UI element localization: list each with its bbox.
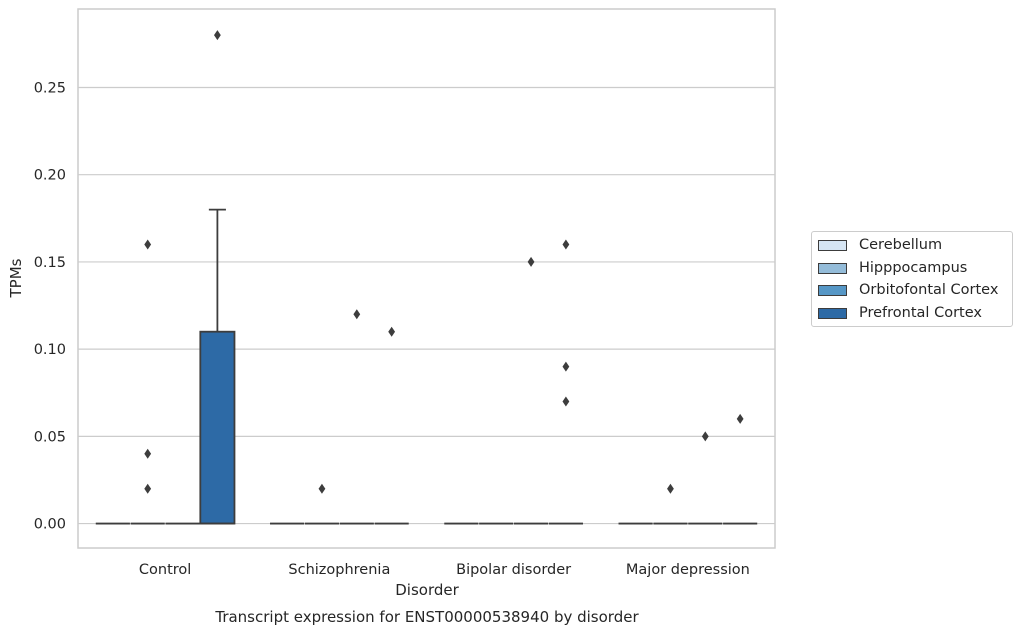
chart-legend: Cerebellum Hipppocampus Orbitofontal Cor… [811, 231, 1013, 327]
legend-swatch-prefrontal-cortex [818, 307, 847, 319]
legend-swatch-orbitofrontal-cortex [818, 284, 847, 296]
chart-caption: Transcript expression for ENST0000053894… [214, 608, 639, 626]
outlier-bipolar-disorder-prefrontal-cortex-0 [562, 396, 570, 407]
y-tick-label-2: 0.10 [34, 342, 66, 358]
outlier-schizophrenia-orbitofontal-cortex-0 [353, 309, 361, 320]
y-axis-label: TPMs [7, 258, 25, 298]
outlier-major-depression-orbitofontal-cortex-0 [701, 431, 709, 442]
legend-label-hippocampus: Hipppocampus [859, 260, 968, 276]
box-control-prefrontal-cortex [199, 330, 236, 525]
outlier-control-hipppocampus-0 [144, 483, 152, 494]
legend-label-prefrontal-cortex: Prefrontal Cortex [859, 305, 982, 321]
x-axis-label: Disorder [395, 581, 459, 599]
legend-swatch-cerebellum [818, 239, 847, 251]
legend-item-prefrontal-cortex: Prefrontal Cortex [818, 304, 982, 322]
legend-item-orbitofrontal-cortex: Orbitofontal Cortex [818, 281, 998, 299]
plot-frame [77, 8, 776, 549]
outlier-schizophrenia-hipppocampus-0 [318, 483, 326, 494]
outlier-bipolar-disorder-prefrontal-cortex-2 [562, 239, 570, 250]
y-tick-label-5: 0.25 [34, 80, 66, 96]
outliers [144, 30, 744, 494]
y-tick-label-3: 0.15 [34, 255, 66, 271]
outlier-major-depression-prefrontal-cortex-0 [736, 413, 744, 424]
grid-lines [78, 86, 775, 525]
legend-swatch-hippocampus [818, 262, 847, 274]
y-tick-label-4: 0.20 [34, 168, 66, 184]
legend-label-cerebellum: Cerebellum [859, 237, 943, 253]
outlier-control-prefrontal-cortex-0 [214, 30, 221, 41]
y-tick-label-0: 0.00 [34, 517, 66, 533]
y-tick-labels: 0.00 0.05 0.10 0.15 0.20 0.25 [34, 80, 66, 532]
outlier-schizophrenia-prefrontal-cortex-0 [388, 326, 396, 337]
legend-item-cerebellum: Cerebellum [818, 236, 942, 254]
x-tick-label-control: Control [139, 562, 191, 578]
x-tick-label-major-depression: Major depression [626, 562, 750, 578]
outlier-control-hipppocampus-1 [144, 448, 152, 459]
outlier-control-hipppocampus-2 [144, 239, 152, 250]
outlier-bipolar-disorder-prefrontal-cortex-1 [562, 361, 570, 372]
legend-label-orbitofrontal-cortex: Orbitofontal Cortex [859, 282, 999, 298]
x-tick-label-bipolar-disorder: Bipolar disorder [456, 562, 571, 578]
x-tick-labels: Control Schizophrenia Bipolar disorder Majo… [139, 562, 750, 578]
boxes [95, 208, 758, 525]
y-tick-label-1: 0.05 [34, 429, 66, 445]
outlier-major-depression-hipppocampus-0 [667, 483, 674, 494]
x-tick-label-schizophrenia: Schizophrenia [288, 562, 390, 578]
legend-item-hippocampus: Hipppocampus [818, 259, 967, 277]
outlier-bipolar-disorder-orbitofontal-cortex-0 [527, 256, 535, 267]
